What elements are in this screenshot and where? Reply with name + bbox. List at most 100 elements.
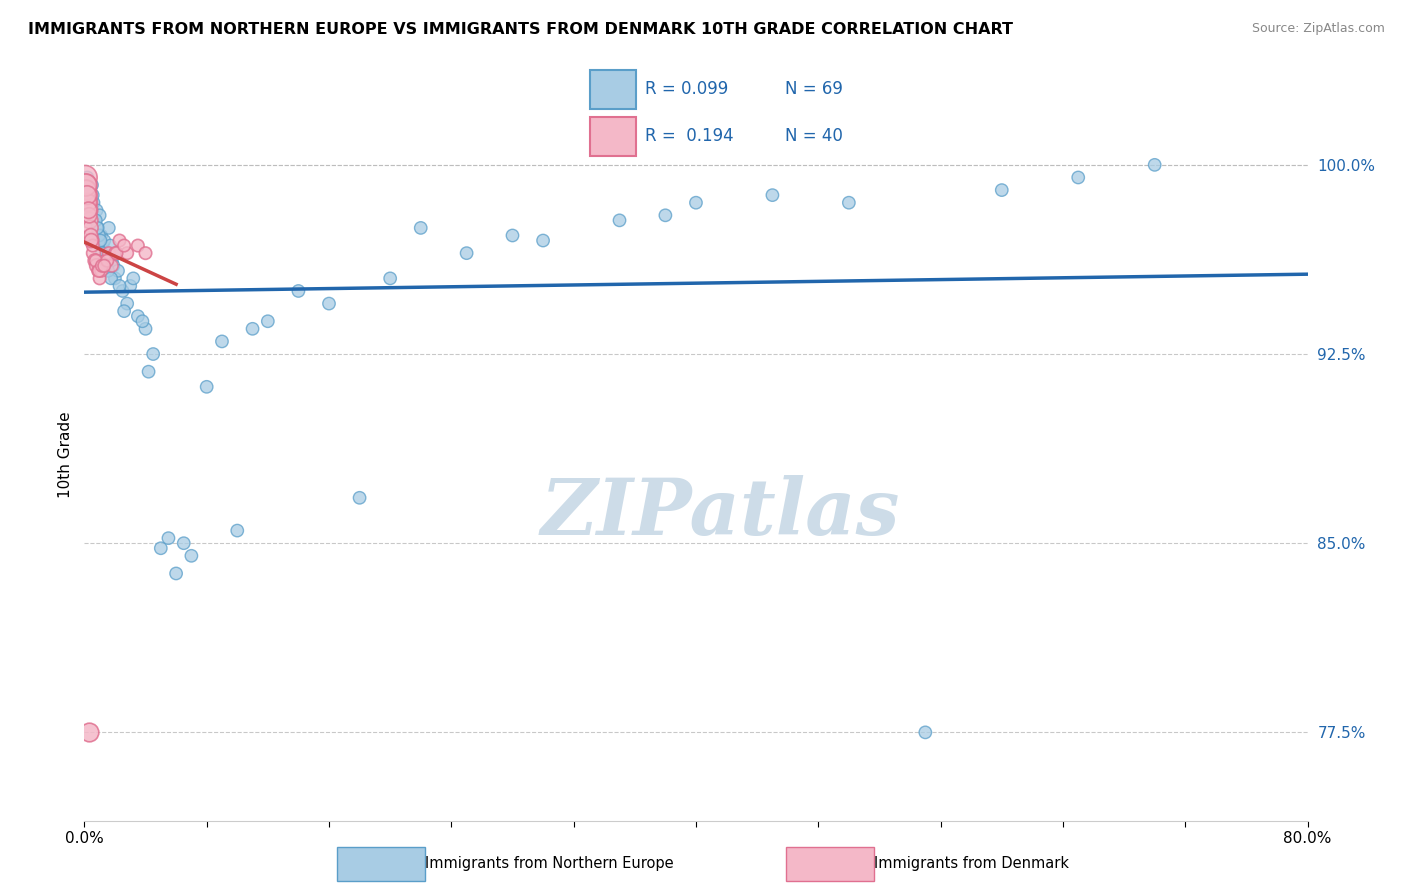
Point <box>82 238 104 252</box>
Point <box>100 271 122 285</box>
Point <box>761 188 783 202</box>
Point <box>685 195 707 210</box>
Point <box>654 208 676 222</box>
Point <box>80 228 103 243</box>
Point <box>1143 158 1166 172</box>
Point <box>84 213 107 227</box>
Point <box>80 178 103 192</box>
Point <box>142 347 165 361</box>
Point <box>83 246 105 260</box>
Point <box>105 246 128 260</box>
Point <box>135 246 157 260</box>
FancyBboxPatch shape <box>337 847 426 881</box>
Point <box>76 188 98 202</box>
Point <box>94 253 117 268</box>
Text: N = 69: N = 69 <box>785 80 842 98</box>
Point <box>105 246 128 260</box>
Point <box>93 234 115 248</box>
Point <box>101 253 124 268</box>
Point <box>77 208 100 222</box>
Point <box>226 524 249 538</box>
Point <box>96 253 118 268</box>
Point <box>165 566 187 581</box>
Point <box>96 259 118 273</box>
Point <box>84 253 107 268</box>
Point <box>87 264 110 278</box>
Point <box>195 380 218 394</box>
Point <box>90 264 112 278</box>
Text: R = 0.099: R = 0.099 <box>645 80 728 98</box>
Text: R =  0.194: R = 0.194 <box>645 128 734 145</box>
Point <box>242 322 264 336</box>
Point <box>86 259 108 273</box>
Point <box>409 221 432 235</box>
Point <box>135 322 157 336</box>
Point <box>86 221 108 235</box>
Point <box>112 238 135 252</box>
Point <box>83 195 105 210</box>
Point <box>76 170 98 185</box>
Point <box>79 188 101 202</box>
Point <box>101 259 124 273</box>
Point <box>97 264 120 278</box>
Point <box>107 264 129 278</box>
Point <box>149 541 172 556</box>
Point <box>89 208 111 222</box>
Point <box>87 228 110 243</box>
Text: N = 40: N = 40 <box>785 128 842 145</box>
FancyBboxPatch shape <box>589 70 636 109</box>
Point <box>157 531 180 545</box>
Point <box>75 178 97 192</box>
Point <box>349 491 371 505</box>
Point <box>103 259 125 273</box>
Point <box>79 221 101 235</box>
Point <box>173 536 195 550</box>
Point <box>131 314 153 328</box>
Point <box>609 213 631 227</box>
Point <box>75 178 97 192</box>
Text: ZIPatlas: ZIPatlas <box>541 475 900 551</box>
Point <box>86 203 108 218</box>
Point <box>111 284 134 298</box>
Point <box>91 246 114 260</box>
Point <box>87 221 110 235</box>
FancyBboxPatch shape <box>786 847 875 881</box>
Point <box>79 183 101 197</box>
Point <box>79 213 101 227</box>
Point <box>77 203 100 218</box>
Point <box>1067 170 1090 185</box>
Point <box>120 279 142 293</box>
Point <box>914 725 936 739</box>
Point <box>94 253 117 268</box>
Point <box>211 334 233 349</box>
Point <box>287 284 309 298</box>
Point <box>838 195 860 210</box>
Point <box>115 296 138 310</box>
Point <box>108 279 131 293</box>
Point <box>91 259 114 273</box>
Text: Source: ZipAtlas.com: Source: ZipAtlas.com <box>1251 22 1385 36</box>
Text: IMMIGRANTS FROM NORTHERN EUROPE VS IMMIGRANTS FROM DENMARK 10TH GRADE CORRELATIO: IMMIGRANTS FROM NORTHERN EUROPE VS IMMIG… <box>28 22 1014 37</box>
Text: Immigrants from Denmark: Immigrants from Denmark <box>875 855 1069 871</box>
Point <box>93 259 115 273</box>
Point <box>108 234 131 248</box>
Point <box>104 271 127 285</box>
Point <box>97 221 120 235</box>
Text: Immigrants from Northern Europe: Immigrants from Northern Europe <box>426 855 673 871</box>
Point <box>115 246 138 260</box>
Point <box>380 271 402 285</box>
Point <box>89 271 111 285</box>
Point <box>90 228 112 243</box>
Point <box>76 195 98 210</box>
Point <box>80 234 103 248</box>
Y-axis label: 10th Grade: 10th Grade <box>58 411 73 499</box>
Point <box>75 183 97 197</box>
Point <box>98 238 121 252</box>
Point <box>122 271 145 285</box>
Point <box>77 725 100 739</box>
FancyBboxPatch shape <box>589 117 636 156</box>
Point <box>77 183 100 197</box>
Point <box>76 188 98 202</box>
Point <box>531 234 554 248</box>
Point <box>91 238 114 252</box>
